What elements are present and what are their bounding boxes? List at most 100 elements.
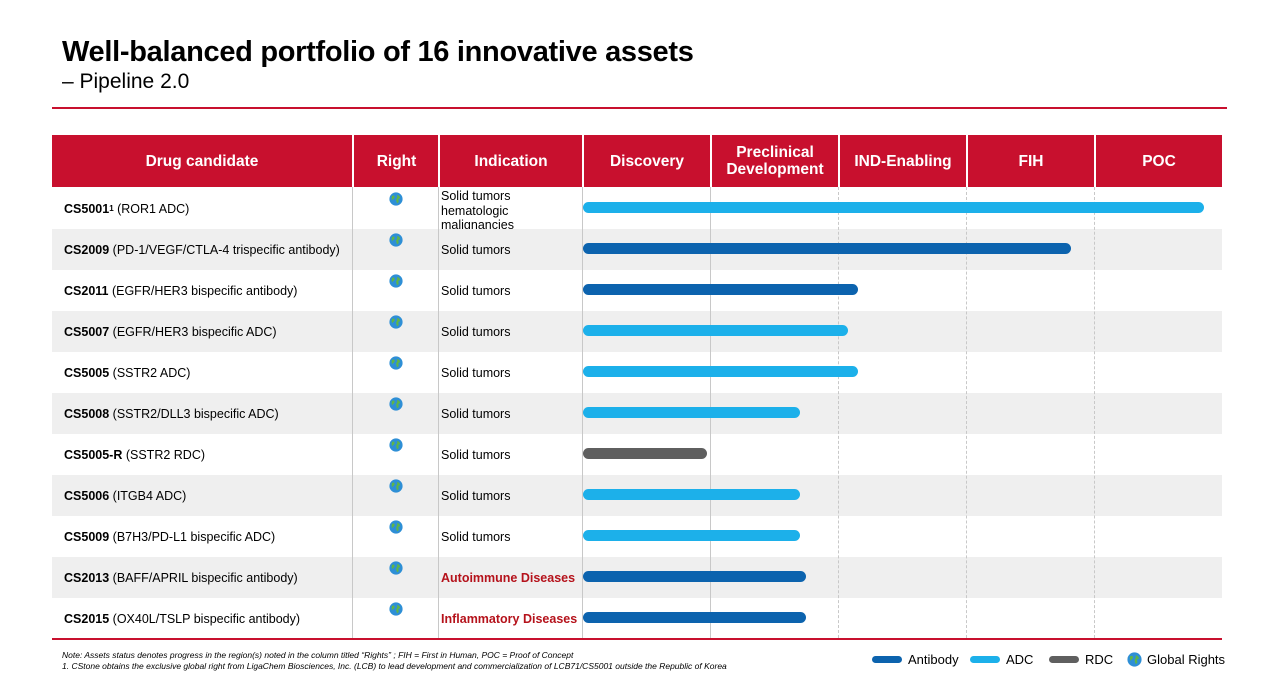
drug-code: CS5007 [64,324,110,339]
header-preclinical: Preclinical Development [726,144,824,178]
legend-adc-label: ADC [1006,651,1034,667]
drug-candidate: CS5009 (B7H3/PD-L1 bispecific ADC) [64,516,275,557]
drug-candidate: CS2009 (PD-1/VEGF/CTLA-4 trispecific ant… [64,229,340,270]
header-discovery: Discovery [609,152,685,170]
progress-bar-cs5005 [583,366,858,377]
table-row: CS2015 (OX40L/TSLP bispecific antibody) I… [52,598,1222,639]
indication: Solid tumors [441,324,511,339]
drug-candidate: CS5008 (SSTR2/DLL3 bispecific ADC) [64,393,279,434]
globe-icon [389,397,403,411]
drug-code: CS5009 [64,529,110,544]
progress-bar-cs2015 [583,612,806,623]
legend-rdc-swatch [1049,655,1079,663]
drug-candidate: CS5001 1 (ROR1 ADC) [64,188,189,229]
page-title: Well-balanced portfolio of 16 innovative… [62,36,694,68]
stage-gridline [438,187,439,638]
globe-icon [389,602,403,616]
legend-rdc: RDC [1049,651,1113,667]
drug-candidate: CS5005 (SSTR2 ADC) [64,352,190,393]
progress-bar-cs2011 [583,284,858,295]
progress-bar-cs5001 [583,202,1204,213]
indication: Solid tumors [441,283,511,298]
footnote-marker: 1 [109,204,114,213]
drug-code: CS5005 [64,365,110,380]
globe-icon [1127,651,1142,667]
progress-bar-cs2009 [583,243,1071,254]
drug-description: (PD-1/VEGF/CTLA-4 trispecific antibody) [109,242,340,257]
indication: Autoimmune Diseases [441,570,576,585]
header-separator [1094,135,1096,187]
table-header: Drug candidate Right Indication Discover… [52,135,1222,187]
drug-code: CS5001 [64,201,110,216]
indication: Solid tumors [441,365,511,380]
drug-description: (EGFR/HER3 bispecific ADC) [109,324,277,339]
drug-description: (SSTR2 RDC) [122,447,206,462]
progress-bar-cs5009 [583,530,800,541]
drug-code: CS2011 [64,283,109,298]
indication: Solid tumors [441,406,511,421]
header-indication: Indication [474,152,548,170]
header-separator [582,135,584,187]
stage-gridline [838,187,839,638]
globe-icon [389,479,403,493]
globe-icon [389,192,403,206]
drug-description: (EGFR/HER3 bispecific antibody) [108,283,298,298]
indication: Solid tumors [441,242,511,257]
drug-candidate: CS2015 (OX40L/TSLP bispecific antibody) [64,598,300,639]
drug-candidate: CS2011 (EGFR/HER3 bispecific antibody) [64,270,297,311]
globe-icon [389,561,403,575]
drug-code: CS5008 [64,406,110,421]
drug-candidate: CS2013 (BAFF/APRIL bispecific antibody) [64,557,298,598]
progress-bar-cs2013 [583,571,806,582]
header-separator [438,135,440,187]
indication: Inflammatory Diseases [441,611,578,626]
legend-adc-swatch [970,655,1000,663]
table-row: CS5005 (SSTR2 ADC) Solid tumors [52,352,1222,393]
legend-adc: ADC [970,651,1033,667]
progress-bar-cs5008 [583,407,800,418]
footer-divider [52,638,1222,640]
globe-icon [389,438,403,452]
stage-gridline [1094,187,1095,638]
progress-bar-cs5006 [583,489,800,500]
indication: Solid tumors [441,447,511,462]
header-separator [838,135,840,187]
header-drug-candidate: Drug candidate [145,152,259,170]
header-separator [352,135,354,187]
drug-candidate: CS5007 (EGFR/HER3 bispecific ADC) [64,311,277,352]
drug-description: (ROR1 ADC) [113,201,190,216]
legend-antibody-swatch [872,655,902,663]
drug-description: (SSTR2 ADC) [109,365,191,380]
globe-icon [389,274,403,288]
legend-antibody: Antibody [872,651,959,667]
header-right: Right [376,152,417,170]
header-separator [710,135,712,187]
stage-gridline [966,187,967,638]
drug-candidate: CS5005-R (SSTR2 RDC) [64,434,205,475]
globe-icon [389,356,403,370]
header-fih: FIH [1018,152,1044,170]
drug-code: CS5006 [64,488,110,503]
progress-bar-cs5007 [583,325,848,336]
page-subtitle: – Pipeline 2.0 [62,70,190,93]
footnotes: Note: Assets status denotes progress in … [62,650,727,672]
drug-code: CS2013 [64,570,110,585]
footnote-rights: 1. CStone obtains the exclusive global r… [62,661,727,671]
drug-code: CS2009 [64,242,110,257]
indication: Solid tumors [441,529,511,544]
stage-gridline [352,187,353,638]
globe-icon [389,520,403,534]
table-row: CS5005-R (SSTR2 RDC) Solid tumors [52,434,1222,475]
header-poc: POC [1142,152,1176,170]
header-ind-enabling: IND-Enabling [854,152,952,170]
table-row: CS5009 (B7H3/PD-L1 bispecific ADC) Solid … [52,516,1222,557]
stage-gridline [582,187,583,638]
title-divider [52,107,1227,109]
indication: Solid tumors [441,488,511,503]
legend-global-rights: Global Rights [1127,651,1225,667]
legend-rdc-label: RDC [1085,651,1114,667]
indication: Solid tumors hematologic malignancies [441,189,514,232]
globe-icon [389,233,403,247]
table-row: CS5001 1 (ROR1 ADC) Solid tumors hematolog… [52,188,1222,232]
drug-description: (B7H3/PD-L1 bispecific ADC) [109,529,276,544]
